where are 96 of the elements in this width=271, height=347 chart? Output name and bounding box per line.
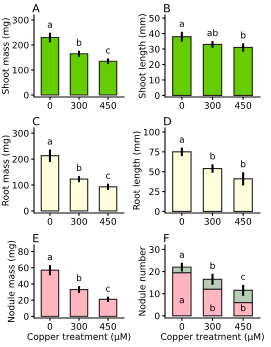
annotation: b [76, 274, 82, 282]
chart-title: B [164, 4, 170, 12]
x-tick-label: 450 [234, 218, 252, 225]
y-tick-label: 10 [150, 290, 160, 298]
x-tick-label: 0 [48, 218, 52, 225]
x-tick-label: 300 [71, 323, 88, 330]
bar [40, 36, 60, 96]
y-tick-label: 50 [149, 168, 160, 176]
annotation: b [210, 304, 215, 312]
y-tick-label: 200 [12, 42, 29, 49]
bar [40, 270, 60, 317]
x-tick-label: 450 [100, 218, 116, 225]
y-tick-label: 100 [12, 182, 29, 189]
x-tick-label: 450 [100, 323, 116, 330]
annotation: c [241, 274, 246, 280]
y-tick-label: 30 [149, 46, 160, 53]
y-tick-label: 30 [149, 246, 160, 253]
x-axis-title: Copper treatment (µM) [160, 332, 264, 342]
y-axis-title: Root mass (mg) [2, 136, 11, 206]
y-tick-label: 0 [154, 312, 160, 320]
bar [172, 36, 192, 96]
annotation: b [210, 262, 215, 269]
annotation: a [180, 138, 184, 143]
x-tick-label: 450 [234, 102, 252, 109]
y-tick-label: 40 [18, 280, 29, 288]
annotation: b [210, 152, 215, 160]
y-tick-label: 10 [150, 76, 160, 84]
x-tick-label: 0 [180, 323, 184, 330]
x-tick-label: 0 [48, 102, 52, 109]
bar [172, 151, 192, 212]
annotation: b [76, 164, 82, 172]
bar [98, 60, 118, 96]
bar [202, 168, 222, 212]
bar [202, 44, 222, 96]
bar [98, 186, 118, 212]
y-tick-label: 75 [149, 148, 160, 156]
bar [70, 178, 88, 212]
y-axis-title: Nodule number [138, 246, 146, 316]
x-tick-label: 0 [180, 102, 184, 109]
x-tick-label: 0 [180, 218, 184, 225]
y-tick-label: 0 [24, 313, 29, 320]
y-tick-label: 20 [18, 296, 29, 304]
y-tick-label: 0 [154, 208, 160, 215]
chart-title: D [164, 117, 171, 126]
y-tick-label: 20 [149, 268, 160, 276]
bar [233, 178, 253, 212]
bar [70, 289, 88, 317]
x-tick-label: 300 [71, 218, 88, 225]
chart-title: E [33, 234, 39, 242]
y-tick-label: 20 [149, 61, 160, 68]
y-tick-label: 0 [154, 92, 160, 100]
y-tick-label: 0 [24, 92, 29, 99]
annotation: ab [207, 29, 218, 36]
y-tick-label: 300 [12, 130, 29, 137]
x-tick-label: 300 [204, 102, 221, 109]
annotation: a [180, 298, 184, 304]
bar [233, 46, 253, 96]
annotation: c [106, 48, 110, 54]
y-tick-label: 200 [12, 156, 29, 163]
bar [98, 298, 118, 317]
y-tick-label: 60 [18, 264, 29, 272]
annotation: b [76, 38, 82, 46]
x-tick-label: 300 [204, 323, 221, 330]
y-tick-label: 80 [18, 248, 29, 256]
chart-title: A [32, 4, 40, 12]
y-tick-label: 100 [144, 128, 160, 136]
x-tick-label: 0 [48, 323, 52, 330]
y-axis-title: Root length (mm) [132, 131, 142, 210]
annotation: b [241, 160, 246, 168]
annotation: c [106, 174, 110, 179]
y-axis-title: Shoot mass (mg) [2, 18, 11, 94]
y-tick-label: 25 [149, 188, 160, 196]
annotation: a [180, 252, 184, 258]
x-tick-label: 450 [100, 102, 116, 109]
chart-title: F [164, 234, 169, 242]
chart-title: C [32, 116, 40, 126]
annotation: a [180, 22, 184, 27]
y-axis-title: Nodule mass (mg) [8, 240, 16, 322]
annotation: a [48, 22, 52, 28]
x-tick-label: 300 [71, 102, 88, 109]
x-tick-label: 300 [204, 218, 221, 225]
annotation: a [48, 254, 52, 260]
annotation: b [241, 31, 246, 38]
bar [70, 53, 88, 96]
y-tick-label: 40 [149, 30, 160, 38]
annotation: c [106, 286, 110, 292]
y-tick-label: 50 [149, 14, 160, 22]
y-tick-label: 100 [12, 66, 29, 74]
annotation: a [48, 139, 52, 145]
annotation: b [241, 304, 246, 312]
x-axis-title: Copper treatment (µM) [27, 332, 130, 342]
y-tick-label: 0 [24, 208, 29, 214]
bar [40, 155, 60, 212]
y-axis-title: Shoot length (mm) [138, 14, 148, 98]
y-tick-label: 300 [12, 16, 29, 24]
x-tick-label: 450 [234, 323, 252, 330]
